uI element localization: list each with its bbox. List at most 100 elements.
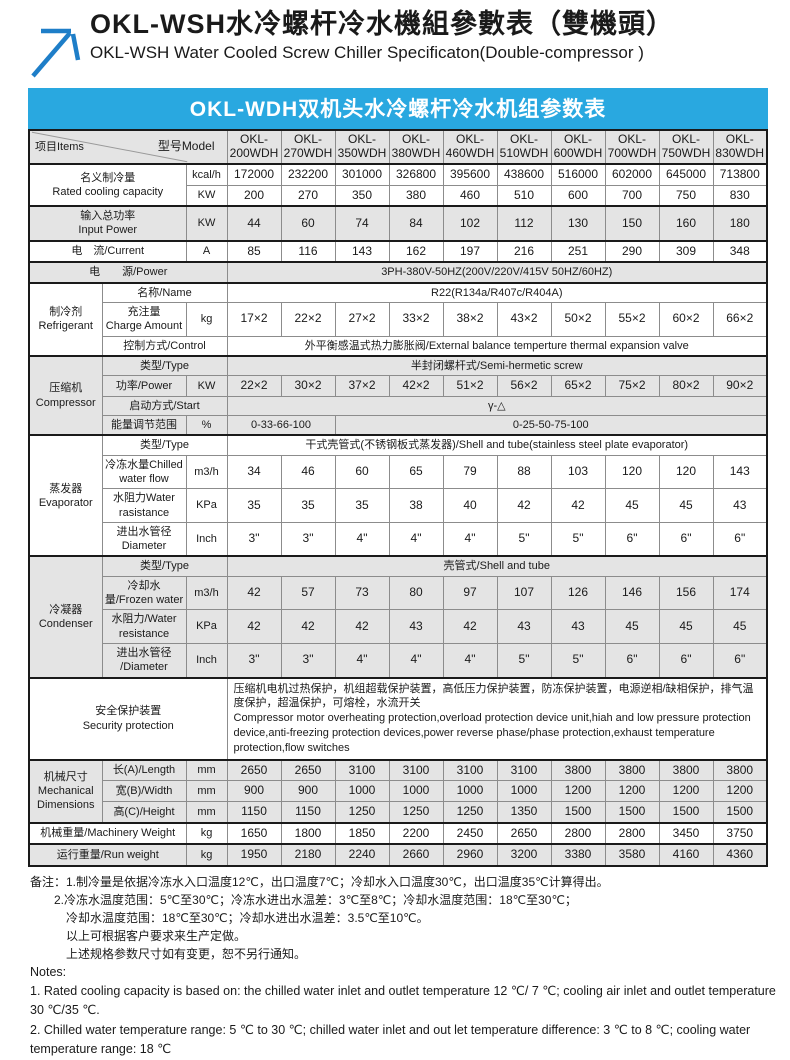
note-line: 以上可根据客户要求来生产定做。 xyxy=(30,928,247,943)
data-cell: 1200 xyxy=(658,780,714,802)
data-cell: 45 xyxy=(604,488,660,523)
data-cell: 510 xyxy=(496,184,552,207)
table-row: 水阻力Water rasistance KPa 35 35 35 38 40 42 42 45 45… xyxy=(29,488,768,523)
spec-table: 项目Items 型号Model OKL- 200WDH OKL- 270WDH OKL-… xyxy=(28,129,768,867)
note-line: 2. Chilled water temperature range: 5 ℃ … xyxy=(30,1022,754,1057)
data-cell: 1850 xyxy=(334,821,390,845)
unit-cell: mm xyxy=(185,800,228,824)
note-line: 1. Rated cooling capacity is based on: t… xyxy=(30,984,780,1018)
table-row: 高(C)/Height mm 1150 1150 1250 1250 1250 1350 150… xyxy=(29,800,768,824)
data-cell: 232200 xyxy=(280,162,336,186)
unit-cell: kg xyxy=(185,301,228,337)
data-cell: 79 xyxy=(442,454,498,490)
data-cell: 1000 xyxy=(334,780,390,802)
data-cell: 1250 xyxy=(442,800,498,824)
data-cell: 2180 xyxy=(280,843,336,867)
row-label: 进出水管径 Diameter xyxy=(101,521,187,557)
title-block: OKL-WSH水冷螺杆冷水機組參數表（雙機頭） OKL-WSH Water Co… xyxy=(90,8,674,63)
notes-zh: 备注：1.制冷量是依据冷冻水入口温度12℃，出口温度7℃；冷却水入口温度30℃，… xyxy=(30,873,782,963)
row-label: 名义制冷量 Rated cooling capacity xyxy=(28,162,187,207)
data-cell: 56×2 xyxy=(496,375,552,397)
data-cell: 22×2 xyxy=(280,301,336,337)
data-cell: 3750 xyxy=(712,821,768,845)
data-cell: 37×2 xyxy=(334,375,390,397)
data-cell: 438600 xyxy=(496,162,552,186)
data-cell: 35 xyxy=(334,488,390,523)
data-cell: 156 xyxy=(658,575,714,611)
data-cell: 900 xyxy=(226,780,282,802)
data-cell: 395600 xyxy=(442,162,498,186)
data-cell: 309 xyxy=(658,239,714,263)
data-cell: 1650 xyxy=(226,821,282,845)
data-cell: 700 xyxy=(604,184,660,207)
data-cell: 4" xyxy=(388,642,444,679)
table-row: 宽(B)/Width mm 900 900 1000 1000 1000 1000 1200 12… xyxy=(29,780,768,802)
data-cell: 645000 xyxy=(658,162,714,186)
row-label: 名称/Name xyxy=(101,281,228,303)
row-label: 高(C)/Height xyxy=(101,800,187,824)
data-cell: 43×2 xyxy=(496,301,552,337)
data-cell: 1500 xyxy=(550,800,606,824)
data-cell: 2240 xyxy=(334,843,390,867)
unit-cell: KPa xyxy=(185,609,228,644)
model-header-cell: OKL- 510WDH xyxy=(496,129,552,165)
data-cell: 57 xyxy=(280,575,336,611)
data-cell: 270 xyxy=(280,184,336,207)
table-row: 水阻力/Water resistance KPa 42 42 42 43 42 43 43 45 4… xyxy=(29,609,768,644)
data-cell: 3800 xyxy=(604,758,660,782)
data-cell: 45 xyxy=(604,609,660,644)
unit-cell: KW xyxy=(185,375,228,397)
model-header-cell: OKL- 200WDH xyxy=(226,129,282,165)
table-row: 安全保护装置 Security protection 压缩机电机过热保护，机组超载… xyxy=(28,676,768,761)
row-label: 能量调节范围 xyxy=(101,415,187,436)
data-cell: 150 xyxy=(604,205,660,242)
data-cell: 6" xyxy=(604,642,660,679)
data-cell: 3100 xyxy=(496,758,552,782)
data-cell: 3800 xyxy=(712,758,768,782)
data-cell: 5" xyxy=(496,521,552,557)
data-cell: 42 xyxy=(226,609,282,644)
data-cell: 30×2 xyxy=(280,375,336,397)
row-group-label: 制冷剂 Refrigerant xyxy=(28,281,103,357)
row-label: 运行重量/Run weight xyxy=(28,843,187,867)
data-cell: 116 xyxy=(280,239,336,263)
unit-cell: Inch xyxy=(185,521,228,557)
unit-cell: kg xyxy=(185,843,228,867)
data-cell: 130 xyxy=(550,205,606,242)
items-label: 项目Items xyxy=(35,140,84,153)
diagonal-line xyxy=(30,131,227,163)
data-cell: 348 xyxy=(712,239,768,263)
data-cell: 750 xyxy=(658,184,714,207)
row-label: 冷却水量/Frozen water xyxy=(101,575,187,611)
data-cell: 2450 xyxy=(442,821,498,845)
data-cell: 4" xyxy=(442,521,498,557)
data-cell: 3" xyxy=(226,642,282,679)
data-cell: 216 xyxy=(496,239,552,263)
unit-cell: % xyxy=(185,415,228,436)
data-cell: 42 xyxy=(442,609,498,644)
table-row: 进出水管径 Diameter Inch 3" 3" 4" 4" 4" 5" 5" 6" 6" 6" xyxy=(29,521,768,557)
data-cell: 1500 xyxy=(604,800,660,824)
data-cell: 174 xyxy=(712,575,768,611)
data-cell: 350 xyxy=(334,184,390,207)
data-cell: 42 xyxy=(496,488,552,523)
data-cell: 197 xyxy=(442,239,498,263)
notes-section: 备注：1.制冷量是依据冷冻水入口温度12℃，出口温度7℃；冷却水入口温度30℃，… xyxy=(30,873,782,1060)
data-cell: 4360 xyxy=(712,843,768,867)
data-cell: 3380 xyxy=(550,843,606,867)
row-label: 类型/Type xyxy=(101,354,228,377)
model-header-cell: OKL- 380WDH xyxy=(388,129,444,165)
data-cell: 1000 xyxy=(496,780,552,802)
data-cell: 45 xyxy=(712,609,768,644)
span-value-cell: 3PH-380V-50HZ(200V/220V/415V 50HZ/60HZ) xyxy=(226,261,768,284)
data-cell: 2660 xyxy=(388,843,444,867)
data-cell: 1950 xyxy=(226,843,282,867)
data-cell: 43 xyxy=(712,488,768,523)
data-cell: 1500 xyxy=(712,800,768,824)
unit-cell: m3/h xyxy=(185,454,228,490)
note-line: 备注：1.制冷量是依据冷冻水入口温度12℃，出口温度7℃；冷却水入口温度30℃，… xyxy=(30,874,609,889)
data-cell: 4160 xyxy=(658,843,714,867)
data-cell: 301000 xyxy=(334,162,390,186)
security-text-cell: 压缩机电机过热保护，机组超载保护装置，高低压力保护装置，防冻保护装置，电源逆相/… xyxy=(226,676,768,761)
data-cell: 75×2 xyxy=(604,375,660,397)
